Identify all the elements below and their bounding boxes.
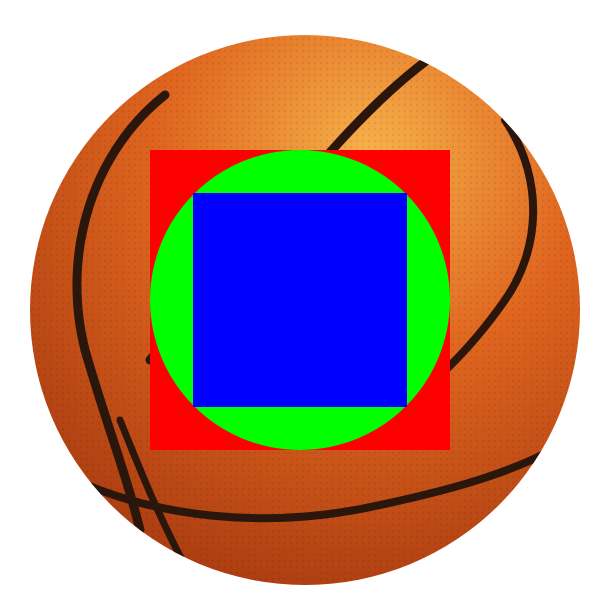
shape-overlay bbox=[150, 150, 450, 450]
seam-left-curve bbox=[72, 90, 170, 535]
seam-lower-horizontal bbox=[51, 436, 574, 523]
inner-blue-square bbox=[193, 193, 407, 407]
